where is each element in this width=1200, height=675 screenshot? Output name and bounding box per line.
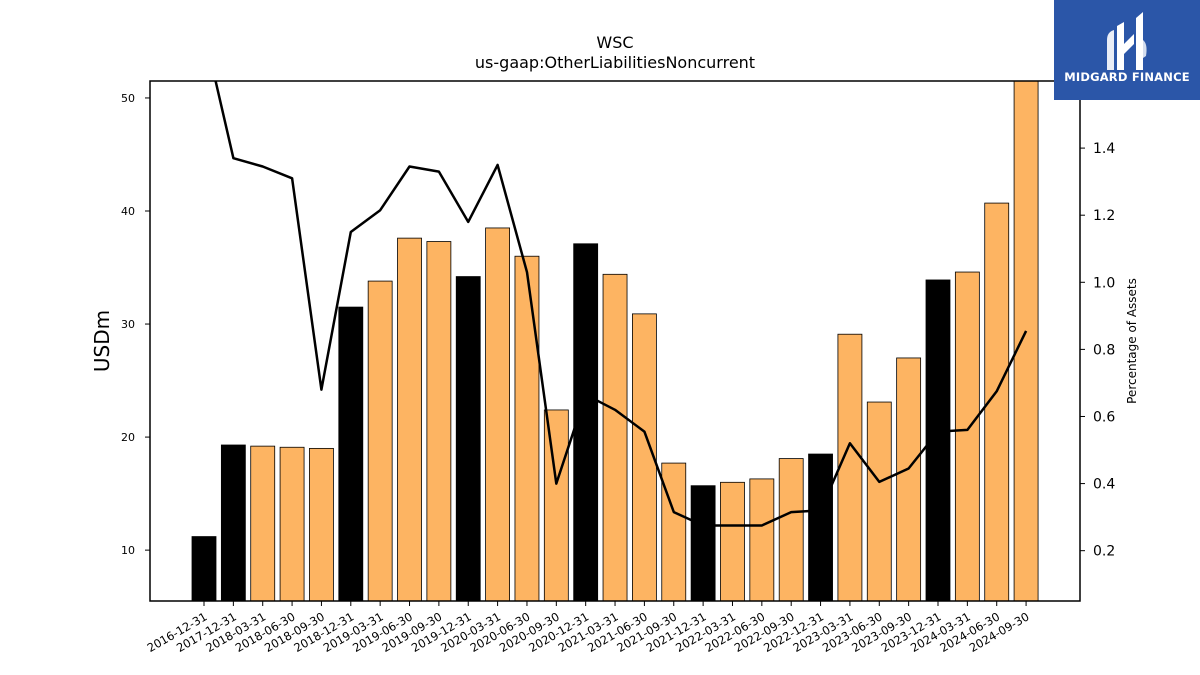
y2-tick-label: 0.8	[1093, 342, 1115, 358]
bar	[220, 444, 246, 602]
bar	[632, 313, 657, 602]
bar	[896, 357, 922, 602]
bar	[514, 255, 540, 602]
y-axis-right: 0.2 0.4 0.6 0.8 1.0 1.2 1.4	[1080, 141, 1115, 560]
bar	[250, 445, 276, 602]
series-line	[214, 81, 1028, 527]
bar	[954, 271, 980, 602]
bar	[720, 481, 745, 602]
bar	[543, 409, 569, 602]
bar	[690, 485, 716, 602]
bar	[866, 401, 892, 602]
y-axis-label: USDm	[90, 310, 114, 372]
y-axis-left: 10 20 30 40 50	[121, 92, 150, 557]
y2-tick-label: 1.2	[1093, 208, 1115, 224]
bar	[309, 447, 334, 602]
brand-logo: MIDGARD FINANCE	[1054, 0, 1200, 100]
bar	[191, 536, 217, 602]
y-tick-label: 50	[121, 92, 135, 105]
y2-tick-label: 0.2	[1093, 544, 1115, 560]
bar	[426, 241, 452, 602]
bar	[808, 453, 833, 602]
y-tick-label: 30	[121, 318, 135, 331]
x-axis: 2016-12-312017-12-312018-03-312018-06-30…	[145, 601, 1032, 655]
chart-title: WSC	[596, 33, 633, 52]
bar	[1013, 80, 1039, 602]
bar	[661, 462, 687, 602]
bar	[602, 273, 628, 602]
y2-tick-label: 0.4	[1093, 477, 1115, 493]
chart-subtitle: us-gaap:OtherLiabilitiesNoncurrent	[475, 53, 755, 72]
y2-tick-label: 0.6	[1093, 409, 1115, 425]
y-tick-label: 20	[121, 431, 135, 444]
y2-axis-label: Percentage of Assets	[1125, 278, 1139, 404]
logo-text: MIDGARD FINANCE	[1064, 70, 1190, 84]
bar	[778, 458, 804, 602]
bar	[279, 446, 305, 602]
y2-tick-label: 1.0	[1093, 275, 1115, 291]
bar	[455, 276, 481, 602]
y2-tick-label: 1.4	[1093, 141, 1115, 157]
bar	[749, 478, 775, 602]
bar	[367, 280, 393, 602]
y-tick-label: 40	[121, 205, 135, 218]
bars-layer	[191, 80, 1039, 602]
y-tick-label: 10	[121, 544, 135, 557]
bar	[338, 306, 364, 602]
logo-mark-icon	[1107, 12, 1147, 70]
bar	[397, 237, 422, 602]
bar	[837, 333, 863, 602]
line-layer	[214, 81, 1028, 527]
bar	[485, 227, 511, 602]
